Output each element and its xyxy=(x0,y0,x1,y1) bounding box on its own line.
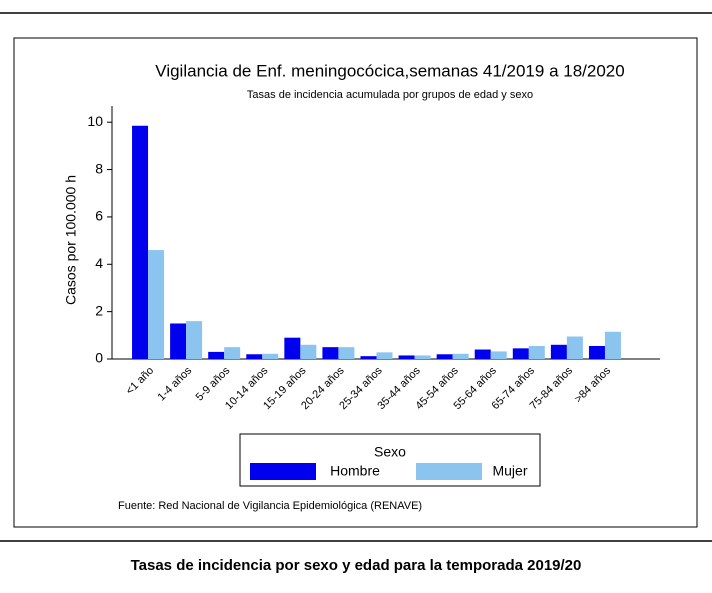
legend-label: Mujer xyxy=(492,463,527,479)
bar xyxy=(566,336,583,359)
bar xyxy=(436,354,453,359)
bar xyxy=(550,344,567,359)
x-tick-label: 1-4 años xyxy=(156,364,195,403)
bar xyxy=(512,348,529,359)
bar xyxy=(360,356,377,359)
chart-frame xyxy=(13,37,698,528)
x-tick-label: <1 año xyxy=(124,365,156,397)
bar xyxy=(414,355,431,359)
bar xyxy=(338,347,355,359)
bar xyxy=(262,353,279,359)
bar xyxy=(300,344,317,359)
legend-swatch xyxy=(250,463,316,480)
y-tick-label: 10 xyxy=(87,113,103,129)
source-note: Fuente: Red Nacional de Vigilancia Epide… xyxy=(118,500,422,512)
bar xyxy=(170,323,187,359)
bar xyxy=(490,351,507,359)
bar xyxy=(186,321,203,359)
bar xyxy=(588,345,605,359)
legend-title: Sexo xyxy=(374,444,406,460)
y-tick-label: 6 xyxy=(95,208,103,224)
y-tick-label: 4 xyxy=(95,255,103,271)
bar xyxy=(284,337,301,359)
bar xyxy=(474,349,491,359)
bar xyxy=(148,250,165,359)
bar xyxy=(246,354,263,359)
y-tick-label: 2 xyxy=(95,302,103,318)
y-tick-label: 8 xyxy=(95,160,103,176)
bar xyxy=(132,125,149,360)
bar xyxy=(398,355,415,359)
bar xyxy=(322,347,339,359)
bar xyxy=(604,331,621,359)
bar xyxy=(208,351,225,359)
bar xyxy=(452,353,469,359)
caption: Tasas de incidencia por sexo y edad para… xyxy=(131,557,582,574)
legend-label: Hombre xyxy=(330,463,380,479)
bar xyxy=(528,345,545,359)
chart-subtitle: Tasas de incidencia acumulada por grupos… xyxy=(247,89,533,101)
legend-swatch xyxy=(416,463,482,480)
x-tick-label: 5-9 años xyxy=(194,364,233,403)
chart-title: Vigilancia de Enf. meningocócica,semanas… xyxy=(155,61,624,80)
y-tick-label: 0 xyxy=(95,350,103,366)
y-axis-label: Casos por 100.000 h xyxy=(63,175,79,305)
bar xyxy=(224,347,241,359)
bar xyxy=(376,352,393,359)
x-tick-label: >84 años xyxy=(572,364,613,405)
